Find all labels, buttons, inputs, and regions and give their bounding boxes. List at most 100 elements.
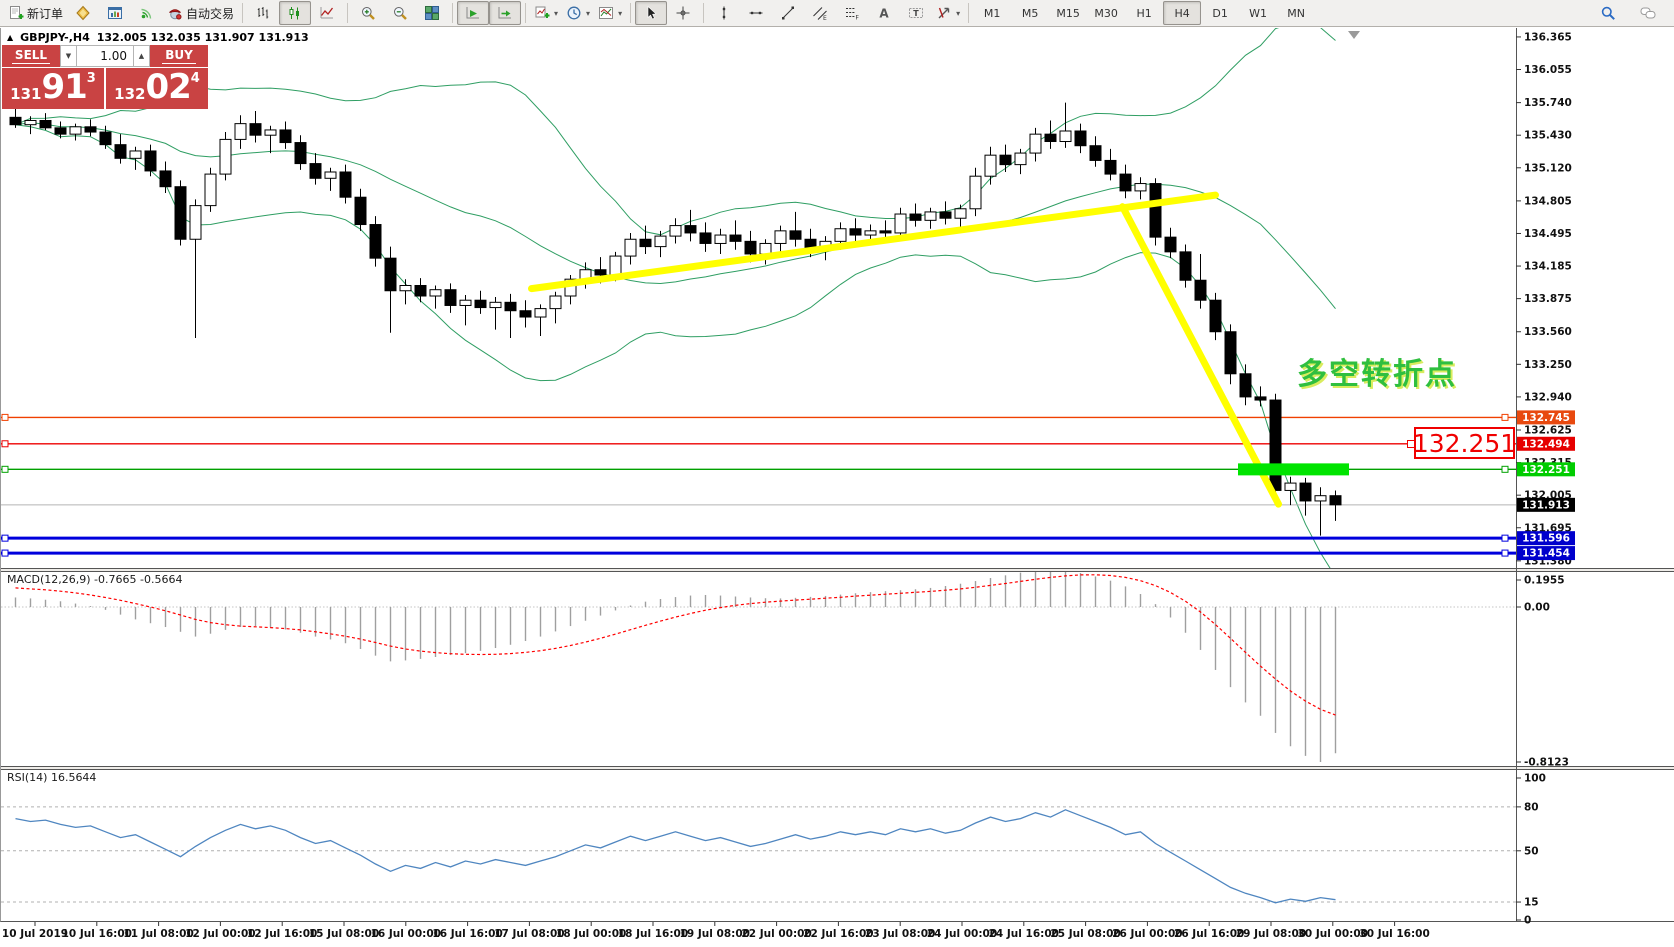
line-handle <box>1 534 9 542</box>
cursor-button[interactable] <box>635 1 668 25</box>
svg-text:24 Jul 00:00: 24 Jul 00:00 <box>927 928 997 940</box>
periods-button[interactable]: ▾ <box>562 1 594 25</box>
svg-text:A: A <box>879 7 889 21</box>
indicators-button[interactable]: ▾ <box>530 1 562 25</box>
svg-text:132.745: 132.745 <box>1522 412 1570 424</box>
new-order-button[interactable]: 新订单 <box>4 1 67 25</box>
zoom-in-button[interactable] <box>352 1 384 25</box>
line-handle <box>1 413 9 421</box>
bollinger-middle-band <box>15 122 1336 310</box>
search-button[interactable] <box>1592 1 1624 25</box>
candles-chart-icon <box>287 5 303 21</box>
channel-button[interactable]: E <box>804 1 836 25</box>
svg-text:12 Jul 00:00: 12 Jul 00:00 <box>185 928 255 940</box>
volume-decrease-button[interactable]: ▼ <box>60 45 77 67</box>
price-flag-box[interactable]: 132.251 <box>1407 427 1516 459</box>
buy-price-button[interactable]: 132 02 4 <box>106 68 208 109</box>
price-flag-handle[interactable] <box>1407 440 1415 448</box>
zoom-out-button[interactable] <box>384 1 416 25</box>
toolbar-separator <box>242 3 244 23</box>
market-watch-icon <box>75 5 91 21</box>
template-button[interactable]: ▾ <box>594 1 626 25</box>
panel-collapse-icon[interactable]: ▲ <box>7 32 14 42</box>
svg-text:29 Jul 08:00: 29 Jul 08:00 <box>1236 928 1306 940</box>
sell-price-button[interactable]: 131 91 3 <box>2 68 104 109</box>
line-chart-icon <box>319 5 335 21</box>
signal-button[interactable] <box>131 1 163 25</box>
svg-text:22 Jul 16:00: 22 Jul 16:00 <box>803 928 873 940</box>
svg-text:132.251: 132.251 <box>1522 464 1570 476</box>
panel-splitter[interactable] <box>0 767 1674 770</box>
timeframe-mn-button[interactable]: MN <box>1287 6 1305 20</box>
volume-input[interactable]: 1.00 <box>77 45 133 67</box>
dropdown-arrow-icon[interactable]: ▾ <box>586 8 591 18</box>
crosshair-button[interactable] <box>667 1 699 25</box>
svg-text:19 Jul 08:00: 19 Jul 08:00 <box>680 928 750 940</box>
sell-button[interactable]: SELL <box>2 45 60 67</box>
timeframe-m5-button[interactable]: M5 <box>1021 6 1039 20</box>
svg-text:30 Jul 16:00: 30 Jul 16:00 <box>1359 928 1429 940</box>
svg-text:136.365: 136.365 <box>1524 31 1572 43</box>
toolbar-separator <box>452 3 454 23</box>
line-handle <box>1501 549 1509 557</box>
zoom-in-icon <box>360 5 376 21</box>
cursor-icon <box>643 5 659 21</box>
svg-text:135.430: 135.430 <box>1524 130 1572 142</box>
macd-indicator-label: MACD(12,26,9) -0.7665 -0.5664 <box>7 573 183 586</box>
svg-text:135.120: 135.120 <box>1524 162 1572 174</box>
buy-button[interactable]: BUY <box>150 45 208 67</box>
rsi-panel <box>1 806 1516 904</box>
template-icon <box>598 5 614 21</box>
timeframe-h4-button[interactable]: H4 <box>1163 1 1202 25</box>
volume-increase-button[interactable]: ▲ <box>133 45 150 67</box>
tile-windows-button[interactable] <box>416 1 448 25</box>
arrows-button[interactable]: ▾ <box>932 1 964 25</box>
line-handle <box>1501 534 1509 542</box>
svg-text:18 Jul 00:00: 18 Jul 00:00 <box>556 928 626 940</box>
bars-chart-button[interactable] <box>247 1 279 25</box>
fibonacci-button[interactable]: F <box>836 1 868 25</box>
toolbar-separator <box>968 3 970 23</box>
timeframe-m15-button[interactable]: M15 <box>1056 6 1080 20</box>
timeframe-d1-button[interactable]: D1 <box>1212 6 1228 20</box>
price-axis-badge <box>1517 410 1575 425</box>
timeframe-w1-button[interactable]: W1 <box>1249 6 1268 20</box>
trendline-button[interactable] <box>772 1 804 25</box>
svg-text:100: 100 <box>1524 773 1546 785</box>
buy-price-sup: 4 <box>190 71 200 86</box>
timeframe-m30-button[interactable]: M30 <box>1094 6 1118 20</box>
svg-text:17 Jul 08:00: 17 Jul 08:00 <box>494 928 564 940</box>
auto-scroll-button[interactable] <box>457 1 490 25</box>
price-axis-badge <box>1517 462 1575 477</box>
svg-text:23 Jul 08:00: 23 Jul 08:00 <box>865 928 935 940</box>
vline-button[interactable] <box>708 1 740 25</box>
auto-scroll-icon <box>465 5 481 21</box>
yellow-trendline-object <box>1119 203 1282 508</box>
rsi-indicator-label: RSI(14) 16.5644 <box>7 771 97 784</box>
panel-splitter[interactable] <box>0 569 1674 572</box>
turning-point-annotation[interactable]: 多空转折点 <box>1297 357 1457 392</box>
dropdown-arrow-icon[interactable]: ▾ <box>554 8 559 18</box>
hline-button[interactable] <box>740 1 772 25</box>
autotrade-button[interactable]: 自动交易 <box>163 1 238 25</box>
candles-chart-button[interactable] <box>279 1 312 25</box>
text-button[interactable]: A <box>868 1 900 25</box>
chart-window-button[interactable] <box>99 1 131 25</box>
toolbar-separator <box>525 3 527 23</box>
timeframe-m1-button[interactable]: M1 <box>983 6 1001 20</box>
chat-icon <box>1640 5 1656 21</box>
timeframe-h1-button[interactable]: H1 <box>1136 6 1152 20</box>
dropdown-arrow-icon[interactable]: ▾ <box>956 8 961 18</box>
text-label-button[interactable]: T <box>900 1 932 25</box>
chart-shift-button[interactable] <box>489 1 522 25</box>
dropdown-arrow-icon[interactable]: ▾ <box>618 8 623 18</box>
market-watch-button[interactable] <box>67 1 99 25</box>
main-price-panel <box>1 28 1516 568</box>
chat-button[interactable] <box>1632 1 1664 25</box>
toolbar-button-label: 新订单 <box>27 6 64 21</box>
vline-icon <box>716 5 732 21</box>
svg-text:134.185: 134.185 <box>1524 261 1572 273</box>
line-chart-button[interactable] <box>311 1 343 25</box>
sell-price-big: 91 <box>41 67 87 107</box>
